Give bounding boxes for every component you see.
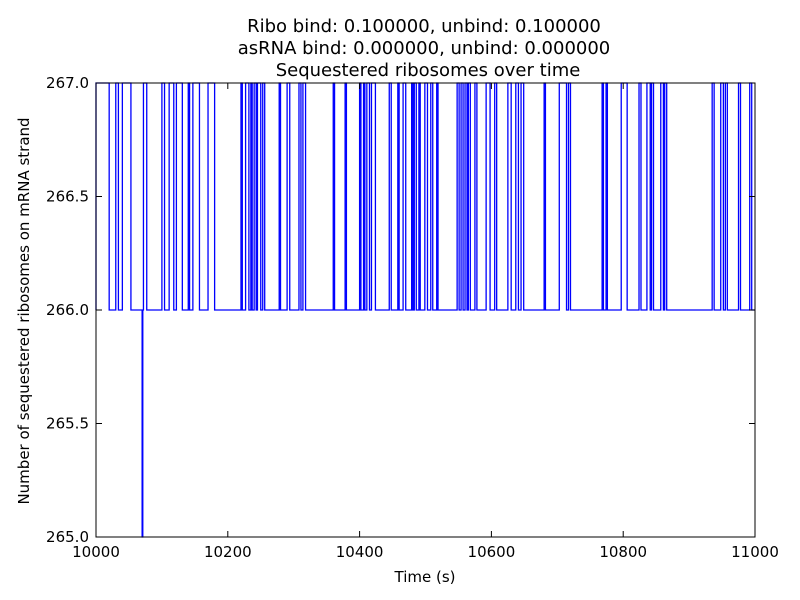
x-tick-label: 10800 bbox=[599, 543, 647, 561]
x-axis: 10000 10200 10400 10600 10800 11000 bbox=[72, 83, 779, 561]
x-tick-label: 10000 bbox=[72, 543, 120, 561]
series-line-0 bbox=[95, 82, 755, 538]
title-line-1: Ribo bind: 0.100000, unbind: 0.100000 bbox=[247, 16, 601, 37]
y-axis: 265.0 265.5 266.0 266.5 267.0 bbox=[46, 74, 755, 546]
plot-area bbox=[95, 82, 756, 538]
y-tick-label: 267.0 bbox=[46, 74, 89, 92]
title-line-3: Sequestered ribosomes over time bbox=[276, 60, 581, 81]
y-tick-label: 266.0 bbox=[46, 301, 89, 319]
title-line-2: asRNA bind: 0.000000, unbind: 0.000000 bbox=[238, 38, 611, 59]
y-tick-label: 265.5 bbox=[46, 415, 89, 433]
y-tick-label: 266.5 bbox=[46, 188, 89, 206]
x-tick-label: 10200 bbox=[204, 543, 252, 561]
y-axis-label: Number of sequestered ribosomes on mRNA … bbox=[15, 117, 33, 504]
x-tick-label: 10600 bbox=[468, 543, 516, 561]
x-tick-label: 11000 bbox=[731, 543, 779, 561]
y-tick-label: 265.0 bbox=[46, 528, 89, 546]
x-axis-label: Time (s) bbox=[394, 568, 456, 586]
chart-title: Ribo bind: 0.100000, unbind: 0.100000 as… bbox=[238, 16, 611, 81]
x-tick-label: 10400 bbox=[336, 543, 384, 561]
